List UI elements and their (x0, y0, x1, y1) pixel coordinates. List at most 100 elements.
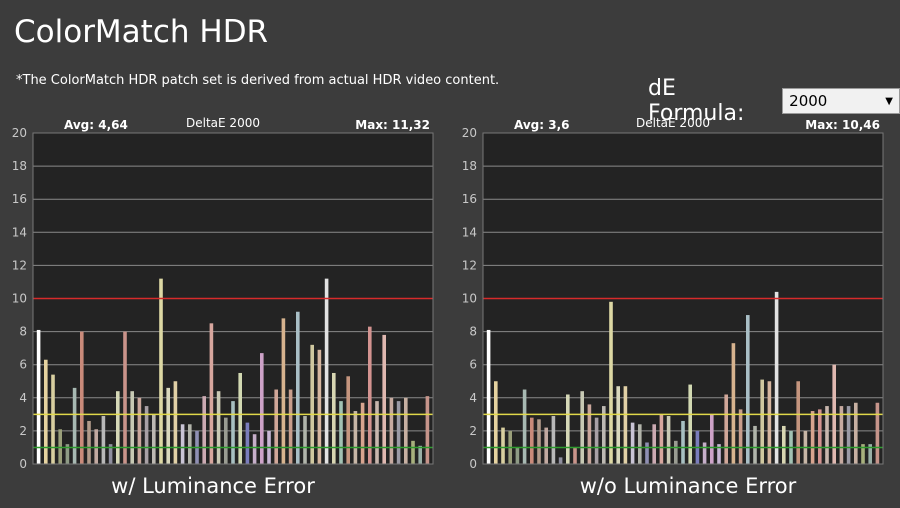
patch-set-note: *The ColorMatch HDR patch set is derived… (16, 73, 500, 88)
chart-2-bar (767, 381, 772, 464)
chart-1-bar (404, 397, 408, 464)
chart-1-bar (231, 401, 235, 464)
chart-2-bar (839, 406, 844, 464)
chart-1-bar (80, 331, 84, 464)
chart-2-bar (782, 425, 786, 464)
chart-1-bar (310, 344, 314, 464)
chart-1-bar (180, 424, 185, 464)
dropdown-arrow-icon[interactable]: ▼ (885, 95, 893, 107)
chart-2-y-tick-label: 18 (462, 159, 477, 173)
chart-1-bar (152, 414, 156, 464)
chart-2-bar (666, 416, 671, 464)
chart-2-y-tick-label: 16 (462, 192, 477, 206)
de-formula-select[interactable]: 2000 ▼ (782, 88, 900, 114)
chart-2-caption: w/o Luminance Error (580, 474, 797, 498)
chart-2-bar (753, 425, 757, 464)
chart-1-bar (116, 391, 120, 464)
chart-1-y-tick-label: 12 (12, 258, 27, 272)
chart-1-bar (144, 406, 149, 464)
chart-2-y-tick-label: 12 (462, 258, 477, 272)
chart-1-bar (238, 372, 242, 464)
chart-1-bar (360, 402, 365, 464)
chart-1-bar (332, 372, 336, 464)
chart-1-bar (288, 389, 293, 464)
chart-1-y-tick-label: 2 (19, 424, 27, 438)
chart-1-y-tick-label: 18 (12, 159, 27, 173)
chart-2-bar (580, 391, 584, 464)
chart-1-bar (36, 329, 41, 464)
chart-2-y-tick-label: 20 (462, 126, 477, 140)
chart-2-frame (482, 132, 884, 465)
chart-2-bar (573, 447, 577, 464)
chart-1-frame (32, 132, 434, 465)
chart-1-bar (173, 381, 178, 464)
chart-2-bar (710, 414, 714, 464)
chart-1-title: DeltaE 2000 (186, 116, 260, 130)
chart-1-bar (353, 411, 358, 464)
chart-2-y-tick-label: 8 (469, 325, 477, 339)
chart-1-bar (94, 429, 98, 464)
chart-1-bar (159, 278, 163, 464)
chart-1-bar (317, 349, 322, 464)
chart-2-bar (774, 291, 779, 464)
chart-2-bar (731, 343, 736, 464)
chart-2-y-tick-label: 10 (462, 292, 477, 306)
chart-2-y-tick-label: 0 (469, 457, 477, 471)
chart-2-bar (868, 444, 872, 464)
chart-1-bar (216, 391, 221, 464)
chart-2-bar (638, 424, 642, 464)
chart-1-bar (389, 397, 394, 464)
chart-1-bar (296, 311, 300, 464)
chart-2-bar (659, 414, 664, 464)
chart-1-bar (130, 391, 134, 464)
chart-1-bar (65, 444, 70, 464)
de-formula-label: dE Formula: (648, 76, 745, 126)
chart-1-caption: w/ Luminance Error (111, 474, 315, 498)
chart-1-bar (396, 401, 401, 464)
chart-1-bar (108, 444, 113, 464)
chart-2-y-tick-label: 4 (469, 391, 477, 405)
chart-2-bar (818, 409, 822, 464)
chart-2-bar (674, 440, 678, 464)
de-formula-control: dE Formula: 2000 ▼ (648, 76, 900, 126)
chart-1-bar (324, 278, 329, 464)
page-title: ColorMatch HDR (14, 14, 269, 50)
chart-2-bar (875, 402, 880, 464)
chart-2-bar (522, 389, 527, 464)
chart-2-bar (645, 442, 649, 464)
chart-1: 0 2 4 6 8 10 12 14 16 18 20 Avg: 4,64 DeltaE 2000 Max… (12, 116, 434, 498)
chart-1-y-tick-label: 6 (19, 358, 27, 372)
chart-2-y-tick-label: 2 (469, 424, 477, 438)
chart-2-bar (846, 406, 851, 464)
chart-1-bar (51, 374, 55, 464)
chart-2-bar (630, 422, 635, 464)
chart-1-avg-label: Avg: 4,64 (64, 118, 128, 132)
chart-1-y-tick-label: 16 (12, 192, 27, 206)
chart-1-bar (101, 416, 106, 464)
chart-1-bar (425, 396, 430, 464)
chart-2-bar (623, 386, 628, 464)
chart-1-bar (87, 420, 91, 464)
chart-2-bar (810, 411, 815, 464)
chart-2: 0 2 4 6 8 10 12 14 16 18 20 Avg: 3,6 DeltaE 2000 Max:… (462, 116, 884, 498)
chart-2-avg-label: Avg: 3,6 (514, 118, 570, 132)
chart-1-bar (137, 397, 142, 464)
chart-1-bar (274, 389, 278, 464)
chart-1-y-tick-label: 14 (12, 225, 27, 239)
chart-2-bar (609, 301, 613, 464)
chart-2-bar (558, 457, 563, 464)
chart-1-bar (72, 387, 77, 464)
chart-2-bar (551, 416, 556, 464)
chart-2-bar (760, 379, 764, 464)
chart-2-bar (587, 404, 592, 464)
chart-1-y-tick-label: 20 (12, 126, 27, 140)
chart-2-bar (537, 419, 541, 464)
chart-2-title: DeltaE 2000 (636, 116, 710, 130)
chart-1-bar (252, 434, 257, 464)
chart-1-bar (368, 326, 372, 464)
chart-1-bar (382, 334, 386, 464)
chart-2-bar (530, 417, 534, 464)
chart-2-bar (796, 381, 800, 464)
chart-1-bar (281, 318, 286, 464)
